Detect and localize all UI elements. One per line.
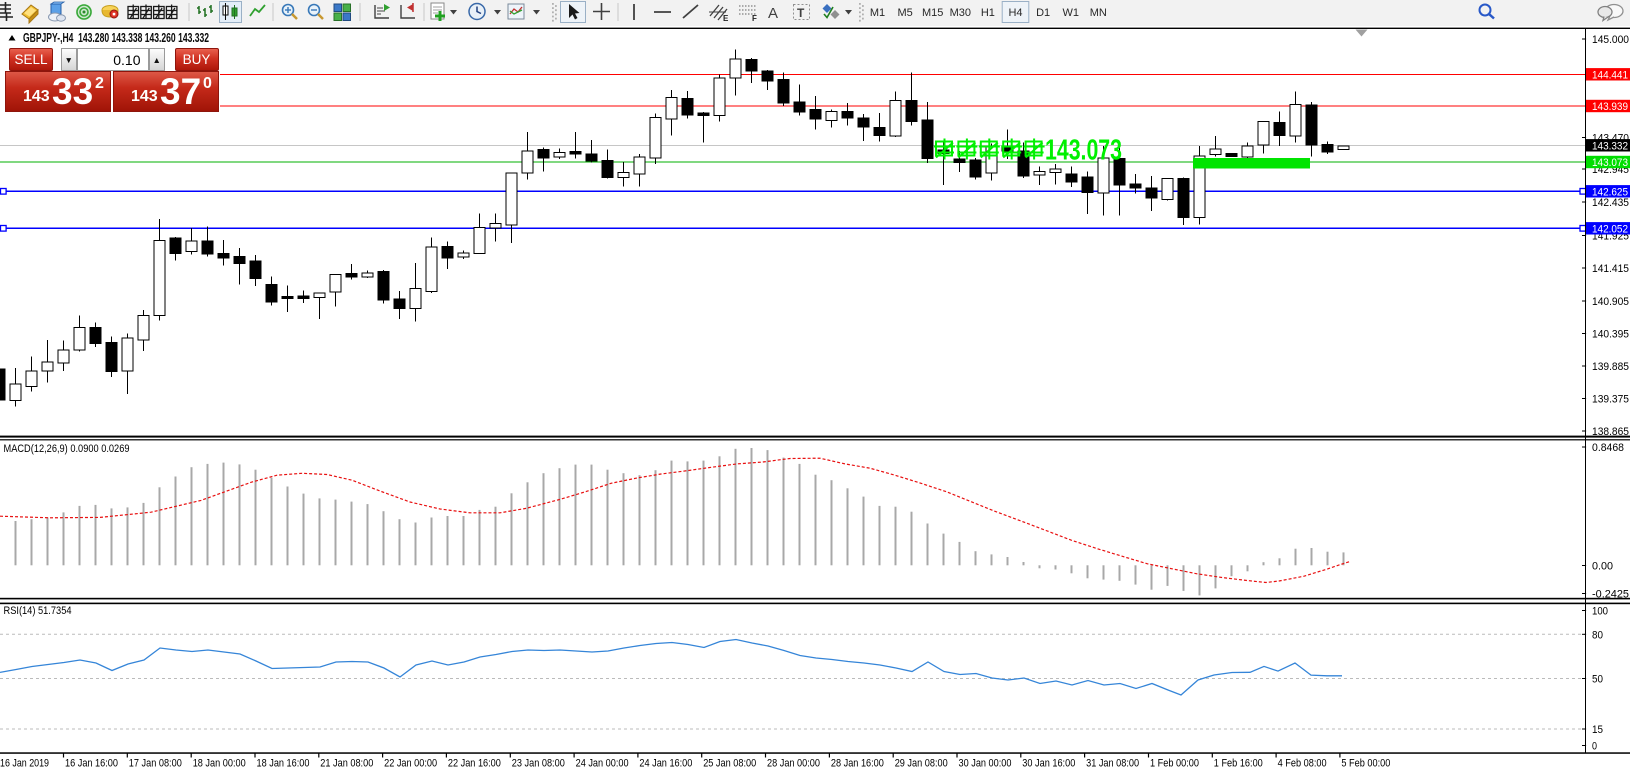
svg-text:50: 50 [1592,674,1603,686]
svg-text:140.395: 140.395 [1592,329,1629,341]
svg-text:139.375: 139.375 [1592,394,1629,406]
svg-text:31 Jan 08:00: 31 Jan 08:00 [1086,758,1139,770]
svg-text:138.865: 138.865 [1592,426,1629,438]
svg-text:143.332: 143.332 [1592,140,1628,152]
svg-text:143.939: 143.939 [1592,101,1628,113]
svg-text:142.625: 142.625 [1592,186,1628,198]
svg-text:T: T [797,6,805,20]
svg-text:M15: M15 [922,7,943,19]
svg-text:22 Jan 16:00: 22 Jan 16:00 [448,758,501,770]
svg-text:28 Jan 00:00: 28 Jan 00:00 [767,758,820,770]
svg-text:139.885: 139.885 [1592,361,1629,373]
svg-text:1 Feb 00:00: 1 Feb 00:00 [1150,758,1199,770]
svg-text:145.000: 145.000 [1592,34,1629,46]
svg-text:143.073: 143.073 [1045,135,1122,167]
svg-text:F: F [752,14,757,23]
svg-text:MN: MN [1090,7,1107,19]
svg-text:15: 15 [1592,724,1603,736]
svg-text:144.441: 144.441 [1592,69,1628,81]
svg-text:H4: H4 [1008,7,1022,19]
svg-text:142.052: 142.052 [1592,223,1628,235]
svg-text:29 Jan 08:00: 29 Jan 08:00 [895,758,948,770]
svg-text:16 Jan 2019: 16 Jan 2019 [0,758,49,770]
svg-text:18 Jan 00:00: 18 Jan 00:00 [193,758,246,770]
svg-text:GBPJPY-,H4 143.280 143.338 14: GBPJPY-,H4 143.280 143.338 143.260 143.3… [23,31,209,45]
svg-text:4 Feb 08:00: 4 Feb 08:00 [1278,758,1327,770]
svg-text:5 Feb 00:00: 5 Feb 00:00 [1341,758,1390,770]
svg-text:A: A [768,5,778,22]
svg-text:H1: H1 [981,7,995,19]
svg-text:28 Jan 16:00: 28 Jan 16:00 [831,758,884,770]
svg-text:0: 0 [1592,741,1597,753]
svg-text:30 Jan 00:00: 30 Jan 00:00 [959,758,1012,770]
svg-text:23 Jan 08:00: 23 Jan 08:00 [512,758,565,770]
svg-text:141.415: 141.415 [1592,263,1629,275]
svg-text:24 Jan 00:00: 24 Jan 00:00 [576,758,629,770]
svg-text:M5: M5 [897,7,912,19]
svg-text:0.8468: 0.8468 [1592,442,1624,454]
svg-text:21 Jan 08:00: 21 Jan 08:00 [320,758,373,770]
svg-text:E: E [723,14,729,23]
svg-text:18 Jan 16:00: 18 Jan 16:00 [257,758,310,770]
svg-text:0.00: 0.00 [1592,561,1613,573]
svg-text:143.073: 143.073 [1592,157,1628,169]
svg-text:M1: M1 [870,7,885,19]
svg-text:80: 80 [1592,629,1603,641]
svg-text:W1: W1 [1062,7,1079,19]
svg-text:22 Jan 00:00: 22 Jan 00:00 [384,758,437,770]
svg-text:100: 100 [1592,606,1608,618]
svg-text:1 Feb 16:00: 1 Feb 16:00 [1214,758,1263,770]
svg-text:17 Jan 08:00: 17 Jan 08:00 [129,758,182,770]
svg-text:140.905: 140.905 [1592,296,1629,308]
svg-text:M30: M30 [950,7,971,19]
svg-text:MACD(12,26,9) 0.0900 0.0269: MACD(12,26,9) 0.0900 0.0269 [4,443,130,455]
svg-text:24 Jan 16:00: 24 Jan 16:00 [639,758,692,770]
svg-text:30 Jan 16:00: 30 Jan 16:00 [1022,758,1075,770]
svg-text:16 Jan 16:00: 16 Jan 16:00 [65,758,118,770]
svg-text:-0.2425: -0.2425 [1592,589,1629,601]
svg-text:142.435: 142.435 [1592,197,1629,209]
svg-text:RSI(14) 51.7354: RSI(14) 51.7354 [4,605,72,617]
svg-text:25 Jan 08:00: 25 Jan 08:00 [703,758,756,770]
svg-text:D1: D1 [1036,7,1050,19]
